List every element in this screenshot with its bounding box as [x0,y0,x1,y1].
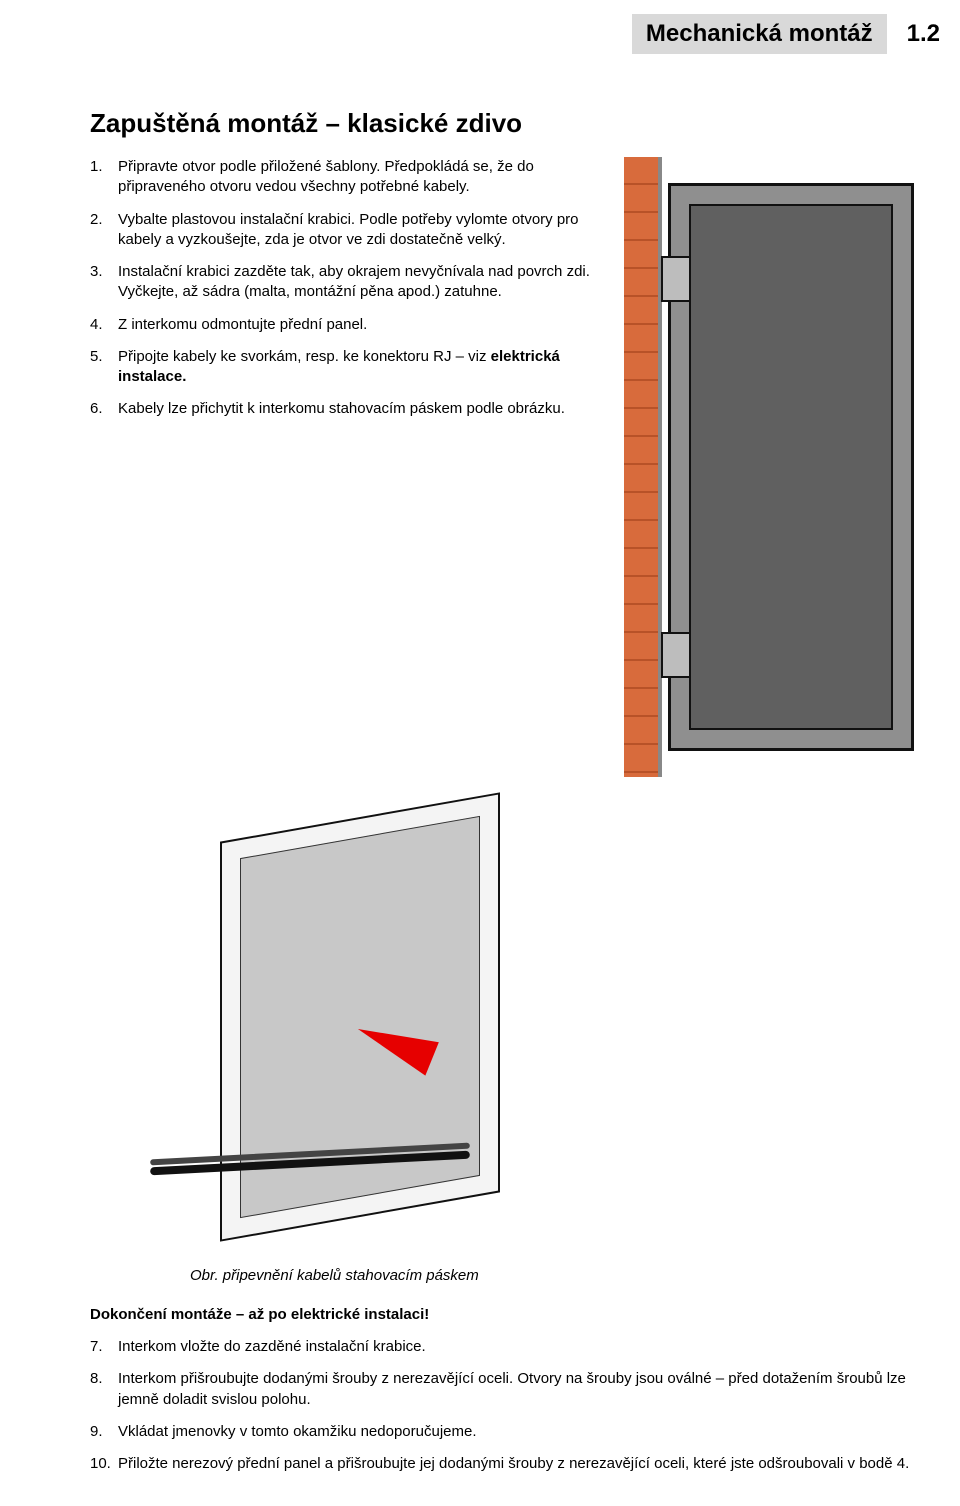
page-header: Mechanická montáž 1.2 [0,0,960,68]
step-1: Připravte otvor podle přiložené šablony.… [90,157,600,198]
brick-wall-icon [624,157,662,777]
figure-caption: Obr. připevnění kabelů stahovacím páskem [190,1267,924,1284]
step-4: Z interkomu odmontujte přední panel. [90,315,600,335]
step-num: 9. [90,1422,103,1442]
mount-clip-icon [661,256,691,302]
step-num: 8. [90,1369,103,1389]
instruction-list-2: 7. Interkom vložte do zazděné instalační … [90,1337,924,1474]
step-7: 7. Interkom vložte do zazděné instalační … [90,1337,924,1357]
step-text: Přiložte nerezový přední panel a přišrou… [118,1455,909,1472]
step-10: 10. Přiložte nerezový přední panel a přiš… [90,1454,924,1474]
install-box-shape [668,183,914,751]
step-5: Připojte kabely ke svorkám, resp. ke kon… [90,347,600,388]
intercom-panel-shape [220,792,500,1241]
step-8: 8. Interkom přišroubujte dodanými šrouby … [90,1369,924,1410]
step-num: 7. [90,1337,103,1357]
section-title: Zapuštěná montáž – klasické zdivo [90,108,924,139]
mount-clip-icon [661,632,691,678]
step-text: Interkom vložte do zazděné instalační kr… [118,1338,426,1355]
header-title: Mechanická montáž [632,14,887,54]
instruction-list: Připravte otvor podle přiložené šablony.… [90,157,600,420]
subheading: Dokončení montáže – až po elektrické ins… [90,1306,924,1323]
step-5-text: Připojte kabely ke svorkám, resp. ke kon… [118,348,491,365]
panel-cable-illustration [190,777,550,1257]
page-content: Zapuštěná montáž – klasické zdivo Připra… [0,68,960,1506]
step-9: 9. Vkládat jmenovky v tomto okamžiku nedo… [90,1422,924,1442]
header-number: 1.2 [907,20,940,48]
step-6: Kabely lze přichytit k interkomu stahova… [90,399,600,419]
wall-section-illustration [624,157,924,777]
install-box-inner [689,204,893,730]
step-text: Interkom přišroubujte dodanými šrouby z … [118,1370,906,1407]
step-3: Instalační krabici zazděte tak, aby okra… [90,262,600,303]
step-num: 10. [90,1454,111,1474]
step-text: Vkládat jmenovky v tomto okamžiku nedopo… [118,1423,477,1440]
step-2: Vybalte plastovou instalační krabici. Po… [90,210,600,251]
